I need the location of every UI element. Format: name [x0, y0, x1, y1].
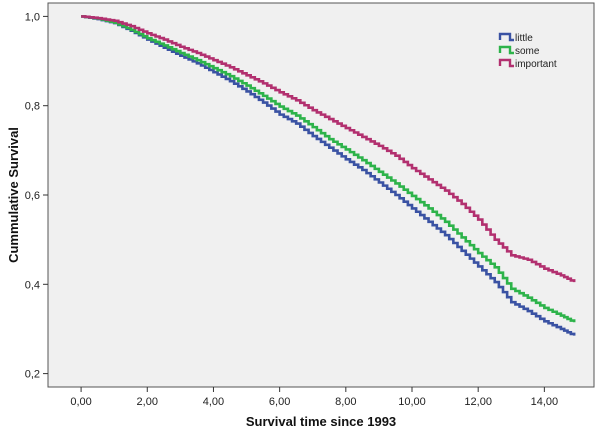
- y-tick-label: 0,4: [25, 279, 40, 291]
- x-tick-label: 6,00: [269, 396, 290, 408]
- x-tick-label: 2,00: [137, 396, 158, 408]
- plot-area: [47, 2, 595, 388]
- legend-label-little: little: [515, 33, 533, 44]
- x-tick-label: 14,00: [531, 396, 559, 408]
- x-tick-label: 4,00: [203, 396, 224, 408]
- legend-swatch-important: [498, 58, 514, 68]
- y-tick-label: 0,8: [25, 101, 40, 113]
- series-line-little: [81, 15, 576, 336]
- series-lines: [81, 15, 576, 336]
- y-tick-label: 0,2: [25, 369, 40, 381]
- legend-label-some: some: [515, 46, 540, 57]
- y-axis-title: Cummulative Survival: [6, 127, 21, 263]
- x-tick-label: 10,00: [398, 396, 426, 408]
- legend: little some important: [498, 32, 557, 70]
- x-axis-title: Survival time since 1993: [246, 414, 396, 429]
- series-line-important: [81, 15, 576, 283]
- y-tick-label: 0,6: [25, 190, 40, 202]
- legend-swatch-some: [498, 45, 514, 55]
- y-tick-label: 1,0: [25, 11, 40, 23]
- legend-label-important: important: [515, 59, 557, 70]
- x-tick-label: 0,00: [70, 396, 91, 408]
- x-tick-label: 8,00: [335, 396, 356, 408]
- y-axis-ticks: 0,2 0,4 0,6 0,8 1,0: [25, 11, 48, 381]
- legend-swatch-little: [498, 32, 514, 42]
- series-line-some: [81, 15, 576, 323]
- x-tick-label: 12,00: [464, 396, 492, 408]
- x-axis-ticks: 0,00 2,00 4,00 6,00 8,00 10,00 12,00 14,00: [70, 387, 558, 408]
